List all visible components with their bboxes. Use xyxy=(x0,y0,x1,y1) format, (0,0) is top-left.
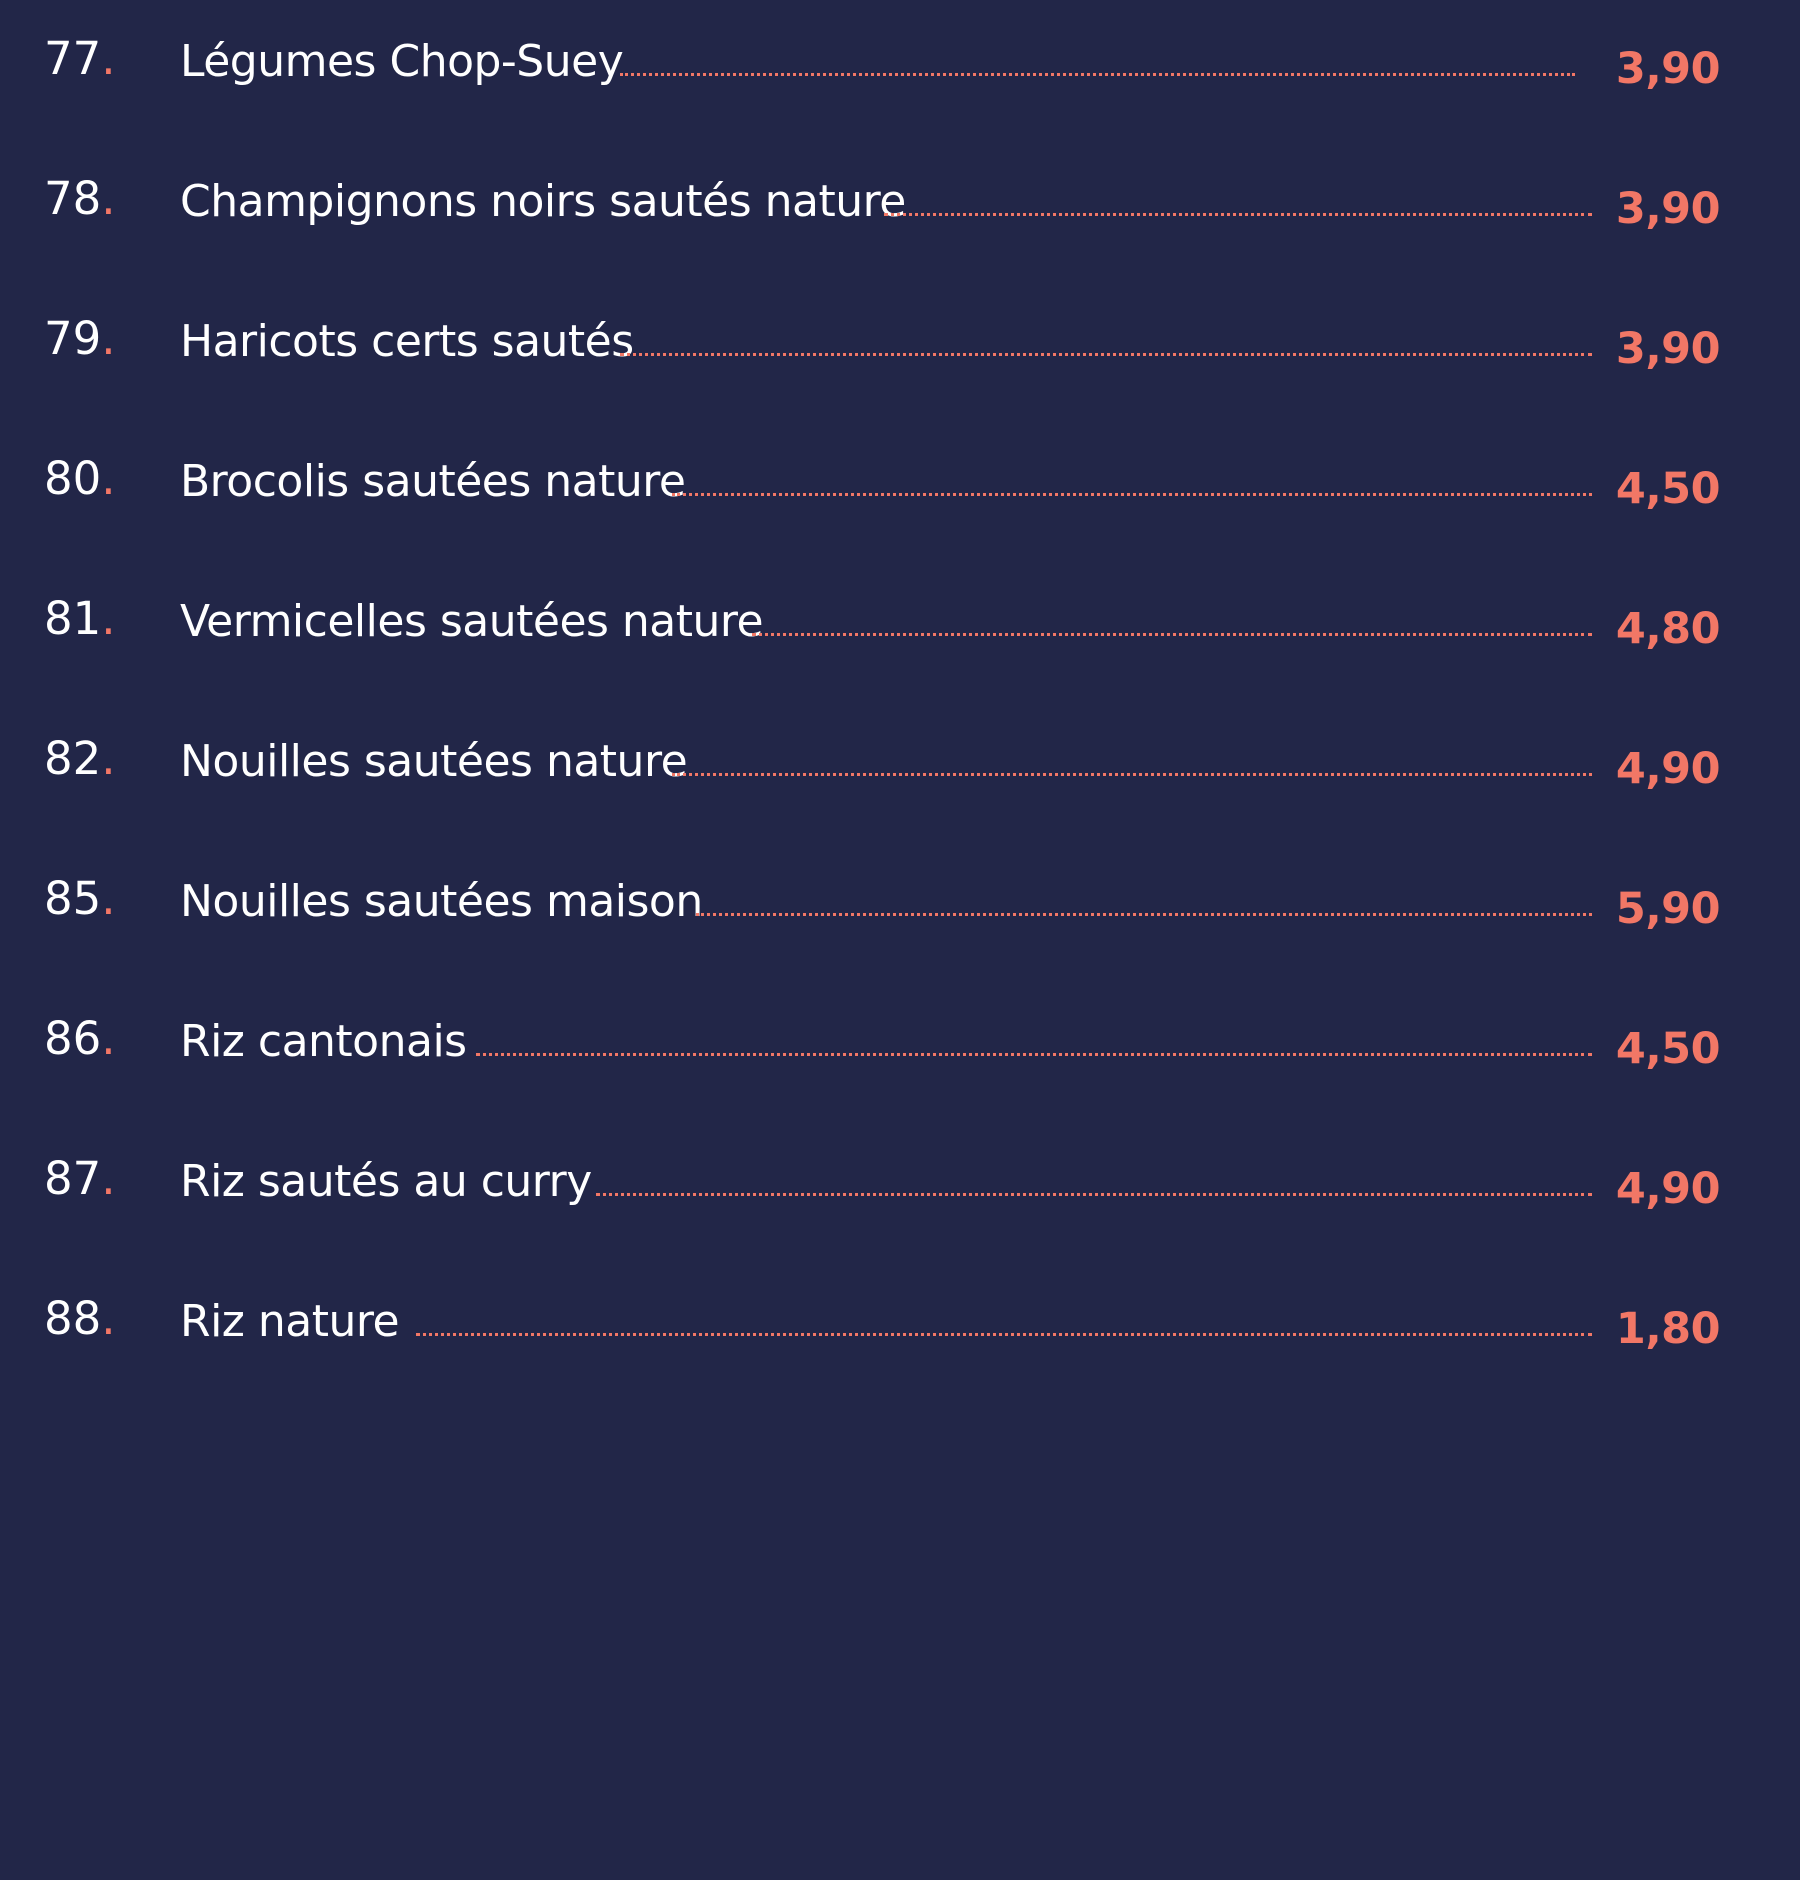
item-name: Champignons noirs sautés nature xyxy=(180,176,906,227)
item-name: Brocolis sautées nature xyxy=(180,456,686,507)
dotted-leader xyxy=(696,913,1592,916)
number-dot: . xyxy=(101,172,116,225)
item-number: 79. xyxy=(44,312,116,365)
dotted-leader xyxy=(620,353,1592,356)
number-dot: . xyxy=(101,1012,116,1065)
item-name: Riz cantonais xyxy=(180,1016,467,1067)
item-price: 4,50 xyxy=(1615,464,1721,514)
item-number: 88. xyxy=(44,1292,116,1345)
number-dot: . xyxy=(101,872,116,925)
item-price: 4,90 xyxy=(1615,1164,1721,1214)
menu-item: 81. Vermicelles sautées nature 4,80 xyxy=(0,596,1800,676)
menu-item: 85. Nouilles sautées maison 5,90 xyxy=(0,876,1800,956)
number-dot: . xyxy=(101,1152,116,1205)
item-number: 86. xyxy=(44,1012,116,1065)
dotted-leader xyxy=(416,1333,1592,1336)
menu-item: 79. Haricots certs sautés 3,90 xyxy=(0,316,1800,396)
item-price: 4,50 xyxy=(1615,1024,1721,1074)
menu-item: 88. Riz nature 1,80 xyxy=(0,1296,1800,1376)
item-name: Riz sautés au curry xyxy=(180,1156,592,1207)
dotted-leader xyxy=(620,73,1575,76)
dotted-leader xyxy=(672,773,1592,776)
number-dot: . xyxy=(101,452,116,505)
item-price: 4,80 xyxy=(1615,604,1721,654)
item-name: Nouilles sautées nature xyxy=(180,736,688,787)
menu-item: 77. Légumes Chop-Suey 3,90 xyxy=(0,36,1800,116)
menu-item: 78. Champignons noirs sautés nature 3,90 xyxy=(0,176,1800,256)
item-price: 1,80 xyxy=(1615,1304,1721,1354)
dotted-leader xyxy=(752,633,1592,636)
item-price: 4,90 xyxy=(1615,744,1721,794)
dotted-leader xyxy=(596,1193,1592,1196)
item-name: Nouilles sautées maison xyxy=(180,876,703,927)
item-number: 82. xyxy=(44,732,116,785)
item-price: 5,90 xyxy=(1615,884,1721,934)
number-dot: . xyxy=(101,32,116,85)
item-name: Riz nature xyxy=(180,1296,400,1347)
menu-item: 86. Riz cantonais 4,50 xyxy=(0,1016,1800,1096)
item-number: 85. xyxy=(44,872,116,925)
item-name: Vermicelles sautées nature xyxy=(180,596,764,647)
dotted-leader xyxy=(884,213,1592,216)
item-price: 3,90 xyxy=(1615,184,1721,234)
item-number: 81. xyxy=(44,592,116,645)
item-name: Haricots certs sautés xyxy=(180,316,634,367)
item-name: Légumes Chop-Suey xyxy=(180,36,624,87)
dotted-leader xyxy=(672,493,1592,496)
item-price: 3,90 xyxy=(1615,324,1721,374)
menu-item: 82. Nouilles sautées nature 4,90 xyxy=(0,736,1800,816)
menu-item: 80. Brocolis sautées nature 4,50 xyxy=(0,456,1800,536)
number-dot: . xyxy=(101,312,116,365)
item-number: 78. xyxy=(44,172,116,225)
item-number: 87. xyxy=(44,1152,116,1205)
number-dot: . xyxy=(101,1292,116,1345)
item-number: 77. xyxy=(44,32,116,85)
number-dot: . xyxy=(101,732,116,785)
dotted-leader xyxy=(476,1053,1592,1056)
item-number: 80. xyxy=(44,452,116,505)
menu-item: 87. Riz sautés au curry 4,90 xyxy=(0,1156,1800,1236)
item-price: 3,90 xyxy=(1615,44,1721,94)
number-dot: . xyxy=(101,592,116,645)
